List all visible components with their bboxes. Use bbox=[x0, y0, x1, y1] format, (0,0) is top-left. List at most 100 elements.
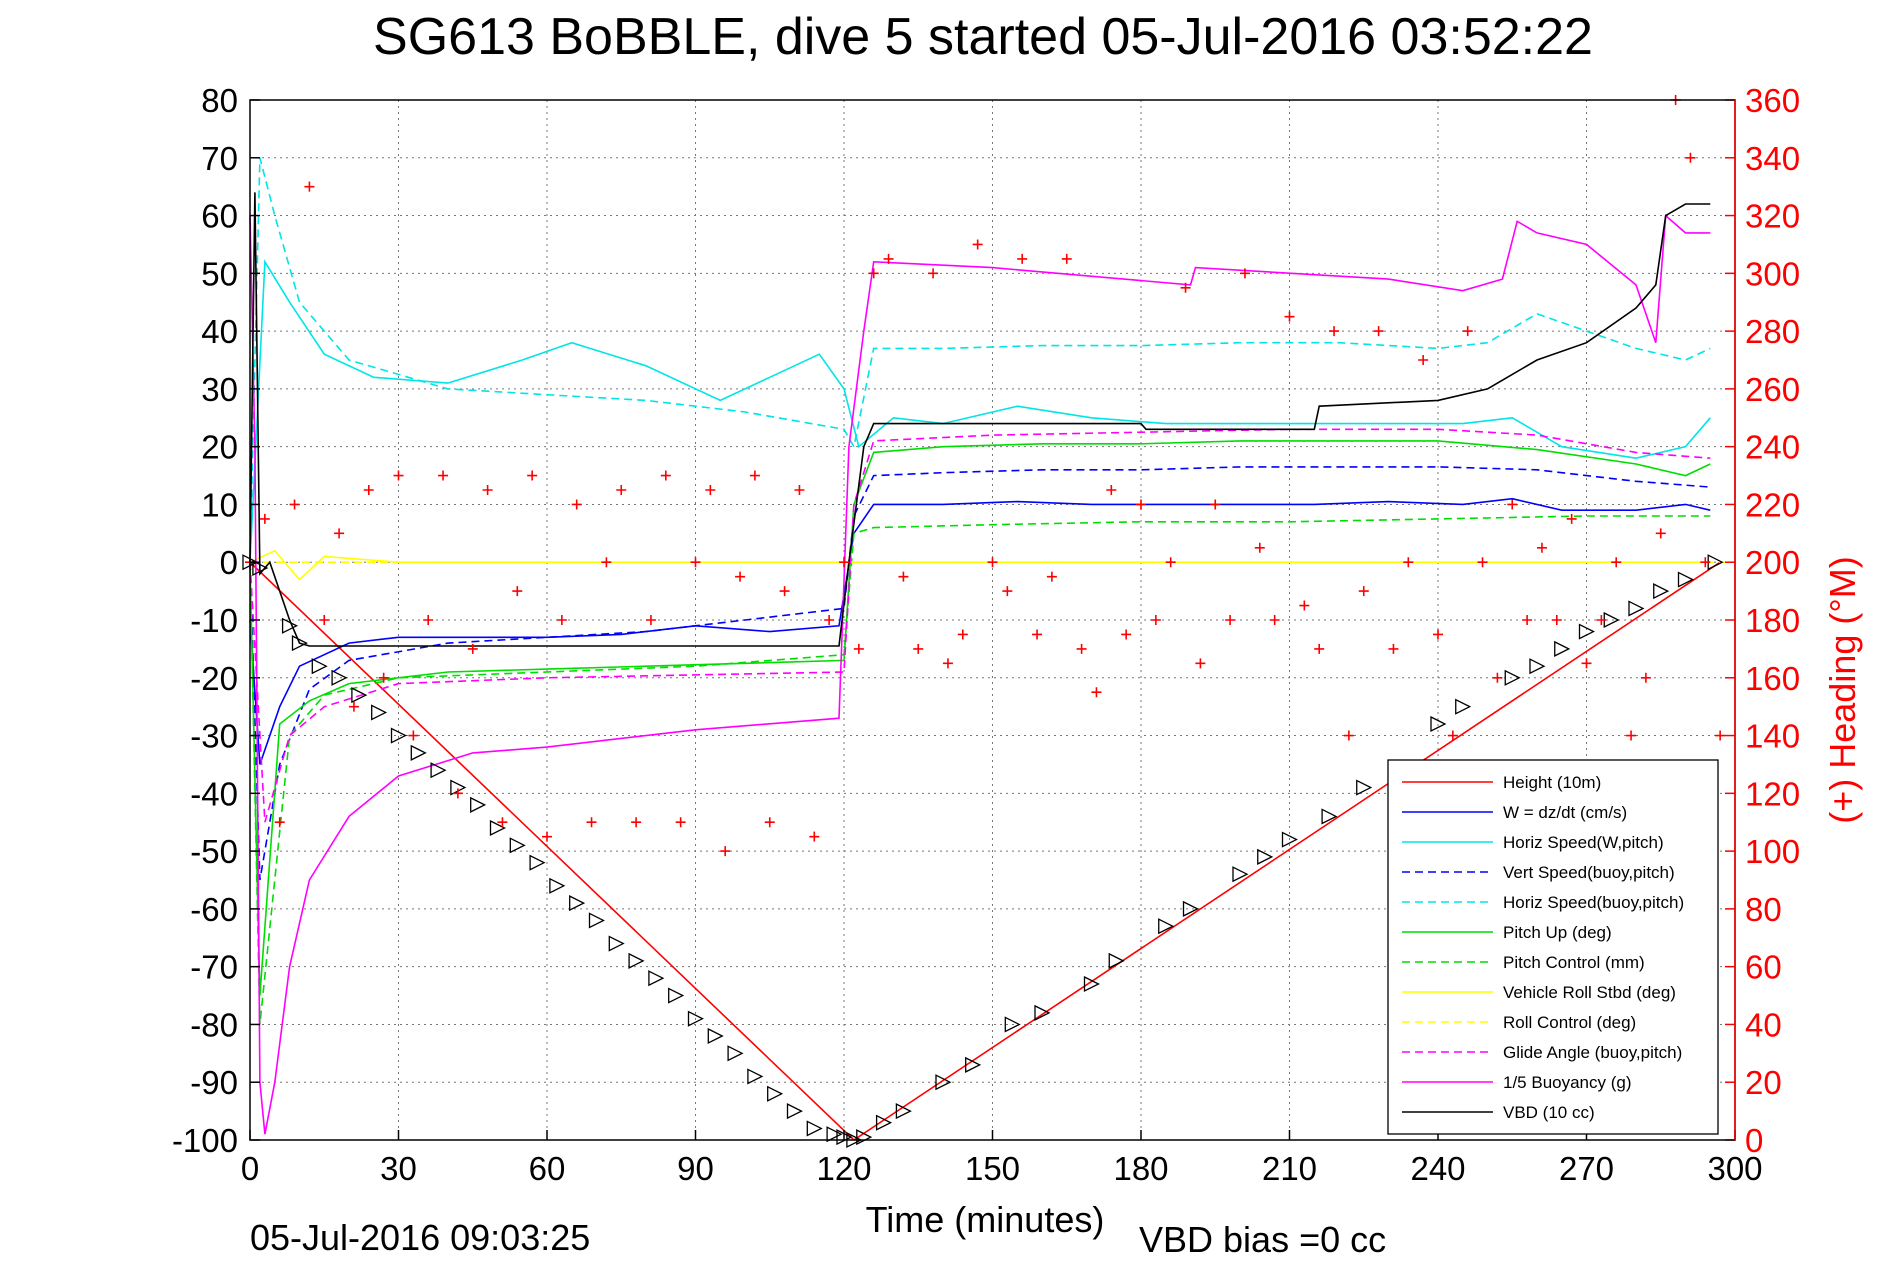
heading-marker bbox=[482, 485, 493, 495]
depth-marker bbox=[1504, 669, 1521, 686]
depth-marker bbox=[549, 877, 566, 894]
heading-marker bbox=[452, 788, 463, 799]
depth-marker bbox=[747, 1068, 764, 1085]
y-tick-label: 60 bbox=[201, 198, 238, 235]
heading-marker bbox=[705, 485, 716, 495]
heading-marker bbox=[1032, 629, 1043, 640]
right-tick-label: 300 bbox=[1745, 255, 1800, 292]
heading-marker bbox=[1002, 586, 1013, 597]
heading-marker bbox=[1700, 557, 1711, 568]
series-line-5 bbox=[249, 157, 1711, 563]
heading-marker bbox=[913, 643, 924, 654]
heading-marker bbox=[1403, 557, 1414, 568]
heading-marker bbox=[319, 615, 330, 625]
y-tick-label: -40 bbox=[190, 775, 238, 812]
heading-marker bbox=[690, 557, 701, 568]
y-tick-label: 0 bbox=[220, 544, 238, 581]
y-tick-label: -60 bbox=[190, 891, 238, 928]
heading-marker bbox=[853, 643, 864, 654]
series-line-12 bbox=[249, 192, 1711, 647]
x-tick-label: 0 bbox=[241, 1150, 259, 1187]
heading-marker bbox=[1180, 282, 1191, 293]
depth-marker bbox=[648, 970, 665, 987]
depth-marker bbox=[371, 704, 388, 721]
depth-marker bbox=[767, 1085, 784, 1102]
heading-marker bbox=[1611, 557, 1622, 568]
y-tick-label: -10 bbox=[190, 602, 238, 639]
legend-label: Horiz Speed(W,pitch) bbox=[1503, 833, 1664, 852]
heading-marker bbox=[1581, 658, 1592, 669]
depth-marker bbox=[489, 819, 506, 837]
x-tick-label: 120 bbox=[816, 1150, 871, 1187]
depth-marker bbox=[410, 744, 427, 761]
depth-marker bbox=[875, 1114, 893, 1131]
heading-marker bbox=[1076, 643, 1087, 654]
heading-marker bbox=[497, 817, 508, 828]
legend-label: Height (10m) bbox=[1503, 773, 1601, 792]
depth-marker bbox=[1281, 831, 1298, 848]
x-tick-label: 30 bbox=[380, 1150, 417, 1187]
heading-marker bbox=[1536, 542, 1547, 553]
heading-marker bbox=[1091, 687, 1102, 698]
depth-marker bbox=[529, 854, 546, 871]
heading-marker bbox=[586, 817, 597, 828]
heading-marker bbox=[839, 557, 849, 568]
heading-marker bbox=[1640, 672, 1651, 683]
depth-marker bbox=[628, 952, 645, 969]
depth-marker bbox=[291, 635, 308, 652]
heading-marker bbox=[645, 615, 656, 625]
depth-marker bbox=[806, 1120, 823, 1137]
heading-marker bbox=[675, 817, 686, 828]
heading-marker bbox=[868, 268, 879, 279]
right-axis-label: (+) Heading (°M) bbox=[1822, 556, 1863, 823]
legend-label: Pitch Control (mm) bbox=[1503, 953, 1645, 972]
right-tick-label: 0 bbox=[1745, 1122, 1763, 1159]
right-tick-label: 240 bbox=[1745, 429, 1800, 466]
y-tick-label: 80 bbox=[201, 82, 238, 119]
depth-marker bbox=[430, 762, 447, 779]
heading-marker bbox=[512, 586, 523, 597]
heading-marker bbox=[363, 485, 374, 495]
heading-marker bbox=[556, 615, 567, 625]
depth-marker bbox=[1677, 571, 1694, 588]
depth-marker bbox=[707, 1027, 724, 1045]
footer-timestamp: 05-Jul-2016 09:03:25 bbox=[250, 1217, 590, 1258]
right-tick-label: 100 bbox=[1745, 833, 1800, 870]
heading-marker bbox=[1358, 586, 1369, 597]
heading-marker bbox=[542, 831, 552, 842]
depth-marker bbox=[1083, 975, 1100, 993]
heading-marker bbox=[378, 672, 389, 683]
depth-marker bbox=[1430, 715, 1447, 733]
heading-marker bbox=[1210, 499, 1221, 510]
y-tick-label: -70 bbox=[190, 949, 238, 986]
right-tick-label: 260 bbox=[1745, 371, 1800, 408]
depth-marker bbox=[1653, 583, 1670, 600]
heading-marker bbox=[1225, 615, 1236, 625]
y-tick-label: 20 bbox=[201, 429, 238, 466]
heading-marker bbox=[1254, 542, 1265, 553]
heading-marker bbox=[1626, 730, 1637, 741]
heading-marker bbox=[720, 846, 731, 857]
depth-marker bbox=[895, 1103, 912, 1120]
axis-ticks: 0 30 60 90 120 150 180 210 240 270 300807060504030… bbox=[172, 82, 1800, 1187]
heading-marker bbox=[1121, 629, 1132, 640]
depth-marker bbox=[1628, 600, 1645, 617]
heading-marker bbox=[571, 499, 582, 510]
heading-marker bbox=[289, 499, 300, 510]
heading-marker bbox=[928, 268, 939, 279]
right-tick-label: 60 bbox=[1745, 949, 1782, 986]
heading-marker bbox=[1507, 499, 1518, 510]
depth-marker bbox=[1321, 808, 1338, 825]
y-tick-label: 50 bbox=[201, 255, 238, 292]
depth-marker bbox=[1158, 918, 1175, 935]
heading-marker bbox=[972, 239, 983, 250]
y-tick-label: -100 bbox=[172, 1122, 238, 1159]
heading-marker bbox=[735, 571, 746, 582]
legend-label: Horiz Speed(buoy,pitch) bbox=[1503, 893, 1684, 912]
x-tick-label: 180 bbox=[1113, 1150, 1168, 1187]
heading-marker bbox=[1447, 730, 1458, 741]
depth-marker bbox=[390, 727, 407, 744]
right-tick-label: 200 bbox=[1745, 544, 1800, 581]
heading-marker bbox=[1388, 643, 1399, 654]
x-tick-label: 90 bbox=[677, 1150, 714, 1187]
